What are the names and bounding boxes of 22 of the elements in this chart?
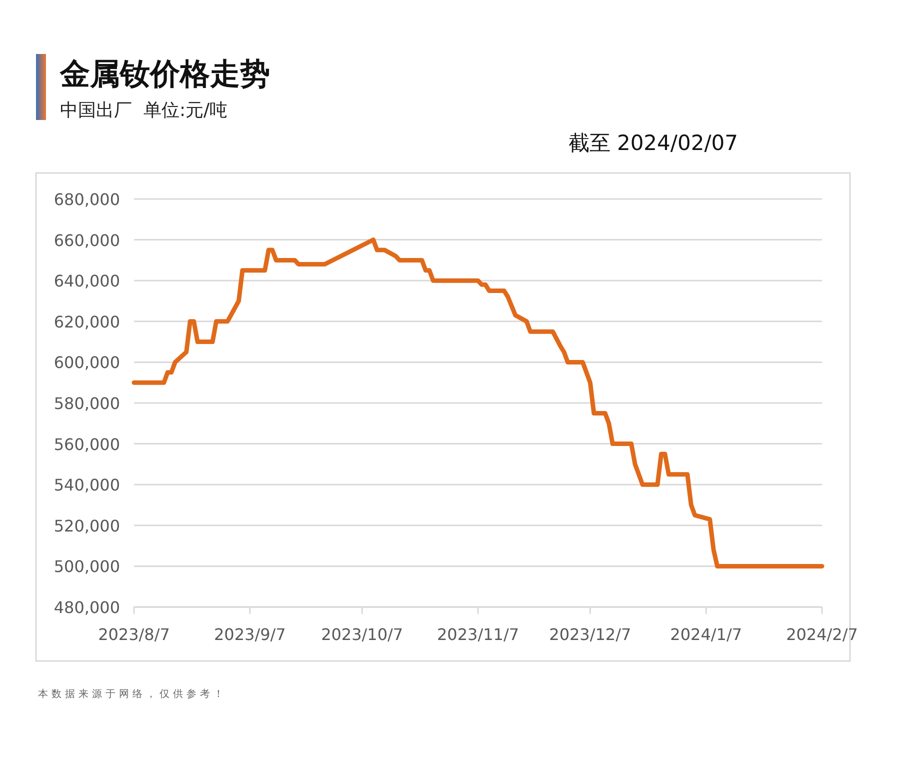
y-tick-label: 540,000 bbox=[54, 476, 120, 495]
x-tick-label: 2023/10/7 bbox=[321, 625, 404, 644]
text: 截至 2024/02/07 bbox=[568, 131, 738, 155]
y-tick-label: 640,000 bbox=[54, 272, 120, 291]
chart-title: 金属钕价格走势 bbox=[59, 57, 270, 92]
chart-subtitle: 中国出厂 单位:元/吨 bbox=[60, 100, 228, 121]
x-tick-label: 2023/9/7 bbox=[214, 625, 286, 644]
x-tick-label: 2023/8/7 bbox=[98, 625, 170, 644]
y-tick-label: 520,000 bbox=[54, 516, 120, 536]
y-tick-label: 660,000 bbox=[54, 230, 120, 250]
y-tick-label: 480,000 bbox=[54, 598, 120, 617]
x-tick-label: 2024/2/7 bbox=[786, 625, 858, 644]
y-tick-label: 560,000 bbox=[54, 434, 120, 454]
y-tick-label: 580,000 bbox=[54, 394, 120, 413]
text: 本数据来源于网络，仅供参考！ bbox=[38, 688, 227, 700]
y-tick-label: 620,000 bbox=[54, 312, 120, 332]
y-tick-label: 600,000 bbox=[54, 353, 120, 372]
x-tick-label: 2023/12/7 bbox=[549, 625, 632, 644]
y-tick-label: 500,000 bbox=[54, 557, 120, 576]
x-tick-label: 2024/1/7 bbox=[670, 625, 742, 644]
y-tick-label: 680,000 bbox=[54, 190, 120, 209]
x-tick-label: 2023/11/7 bbox=[436, 625, 520, 644]
